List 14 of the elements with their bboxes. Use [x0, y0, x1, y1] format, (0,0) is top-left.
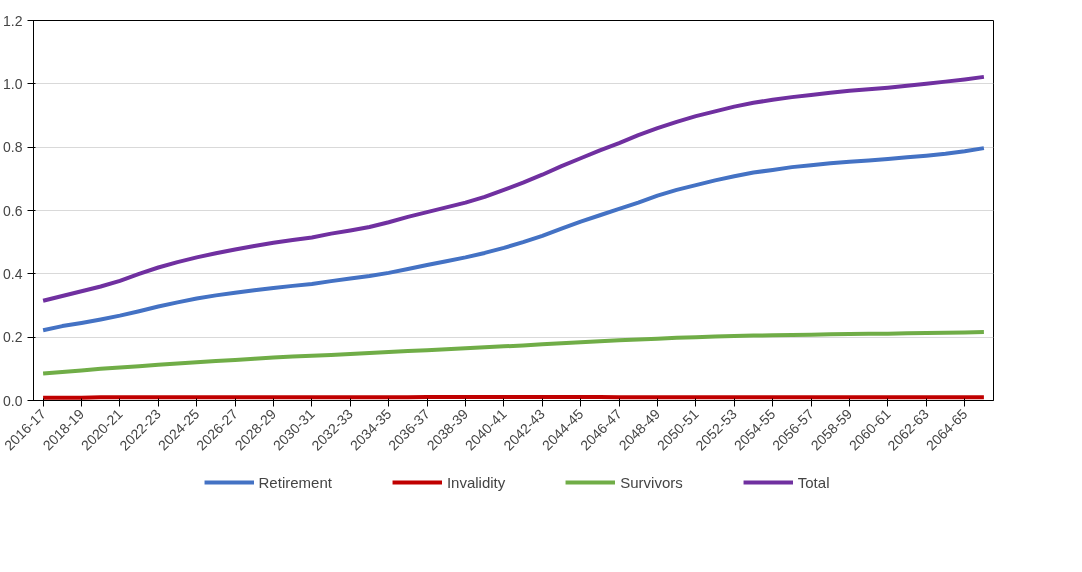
y-tick-label: 0.2: [3, 329, 23, 346]
y-tick-label: 1.2: [3, 12, 23, 29]
line-series: [41, 146, 986, 333]
legend-label: Survivors: [620, 473, 683, 491]
legend-label: Invalidity: [446, 473, 506, 491]
line-series: [41, 330, 986, 376]
y-tick-label: 0.6: [3, 202, 23, 219]
line-series: [41, 74, 986, 303]
y-tick-label: 0.4: [3, 265, 23, 282]
legend-label: Total: [797, 473, 830, 491]
y-tick-label: 0.0: [3, 392, 23, 409]
y-tick-label: 1.0: [3, 75, 23, 92]
legend-label: Retirement: [258, 473, 332, 491]
y-tick-label: 0.8: [3, 139, 23, 156]
